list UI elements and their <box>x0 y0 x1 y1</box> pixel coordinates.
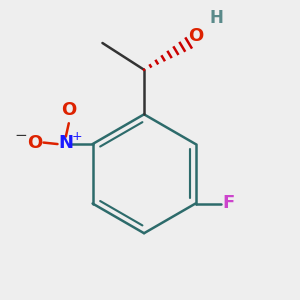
Text: F: F <box>222 194 234 212</box>
Text: O: O <box>27 134 42 152</box>
Text: +: + <box>72 130 83 143</box>
Text: H: H <box>210 9 224 27</box>
Text: N: N <box>58 134 73 152</box>
Text: O: O <box>188 27 204 45</box>
Text: −: − <box>14 128 27 142</box>
Text: O: O <box>61 101 76 119</box>
